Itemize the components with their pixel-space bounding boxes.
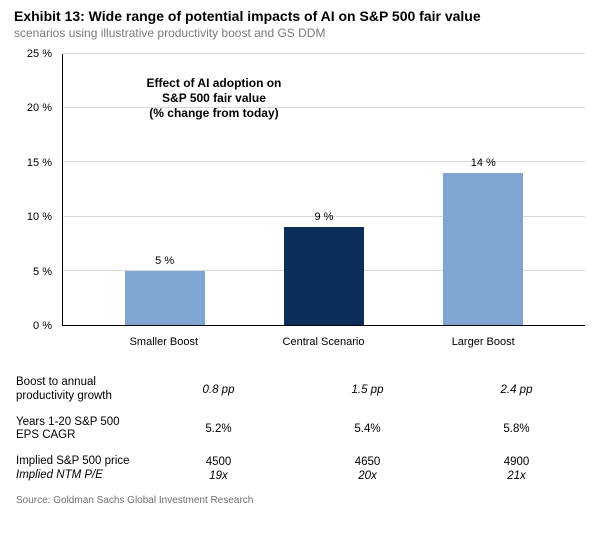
annotation-line: Effect of AI adoption on xyxy=(147,76,282,91)
table-row-cells: 450046504900 xyxy=(144,456,591,468)
exhibit-title: Exhibit 13: Wide range of potential impa… xyxy=(14,8,591,24)
y-tick-label: 10 % xyxy=(27,211,52,223)
table-cell: 4650 xyxy=(293,456,442,468)
table-row-label: Years 1-20 S&P 500 EPS CAGR xyxy=(14,416,144,444)
bar-value-label: 5 % xyxy=(125,255,205,267)
table-cell: 5.4% xyxy=(293,423,442,435)
table-cell: 21x xyxy=(442,470,591,482)
table-row: Boost to annual productivity growth0.8 p… xyxy=(14,370,591,410)
bar: 14 % xyxy=(443,173,523,325)
bar-value-label: 14 % xyxy=(443,157,523,169)
table-row-cells: 5.2%5.4%5.8% xyxy=(144,423,591,435)
table-row-cells: 0.8 pp1.5 pp2.4 pp xyxy=(144,384,591,396)
table-cell: 1.5 pp xyxy=(293,384,442,396)
table-cell: 19x xyxy=(144,470,293,482)
table-cell: 20x xyxy=(293,470,442,482)
table-row-label: Implied NTM P/E xyxy=(14,469,144,483)
source-line: Source: Goldman Sachs Global Investment … xyxy=(14,495,591,506)
table-row: Years 1-20 S&P 500 EPS CAGR5.2%5.4%5.8% xyxy=(14,410,591,450)
annotation-line: S&P 500 fair value xyxy=(147,91,282,106)
plot-area: 5 % 9 % 14 % Effect of AI adoption on S&P … xyxy=(62,54,585,326)
bar-chart: 0 %5 %10 %15 %20 %25 % 5 %9 %14 % Effect… xyxy=(14,54,591,354)
x-category-label: Smaller Boost xyxy=(84,330,244,354)
y-tick-label: 25 % xyxy=(27,48,52,60)
table-cell: 4500 xyxy=(144,456,293,468)
y-tick-label: 20 % xyxy=(27,102,52,114)
table-cell: 2.4 pp xyxy=(442,384,591,396)
scenario-table: Boost to annual productivity growth0.8 p… xyxy=(14,370,591,489)
x-category-label: Larger Boost xyxy=(403,330,563,354)
table-row-label: Boost to annual productivity growth xyxy=(14,376,144,404)
table-row-label: Implied S&P 500 price xyxy=(14,455,144,469)
y-axis: 0 %5 %10 %15 %20 %25 % xyxy=(14,54,56,326)
bars-container: 5 % 9 % 14 % xyxy=(63,54,585,325)
chart-annotation: Effect of AI adoption on S&P 500 fair va… xyxy=(147,76,282,121)
table-row: Implied S&P 500 price450046504900 xyxy=(14,449,591,469)
bar-slot: 14 % xyxy=(404,54,563,325)
exhibit-subtitle: scenarios using illustrative productivit… xyxy=(14,26,591,40)
y-tick-label: 5 % xyxy=(33,266,52,278)
table-cell: 5.2% xyxy=(144,423,293,435)
table-row: Implied NTM P/E19x20x21x xyxy=(14,469,591,489)
bar: 9 % xyxy=(284,227,364,325)
x-axis-labels: Smaller BoostCentral ScenarioLarger Boos… xyxy=(62,330,585,354)
y-tick-label: 15 % xyxy=(27,157,52,169)
bar-value-label: 9 % xyxy=(284,211,364,223)
y-tick-label: 0 % xyxy=(33,320,52,332)
bar: 5 % xyxy=(125,271,205,325)
annotation-line: (% change from today) xyxy=(147,106,282,121)
x-category-label: Central Scenario xyxy=(244,330,404,354)
table-cell: 5.8% xyxy=(442,423,591,435)
table-cell: 4900 xyxy=(442,456,591,468)
table-cell: 0.8 pp xyxy=(144,384,293,396)
table-row-cells: 19x20x21x xyxy=(144,470,591,482)
